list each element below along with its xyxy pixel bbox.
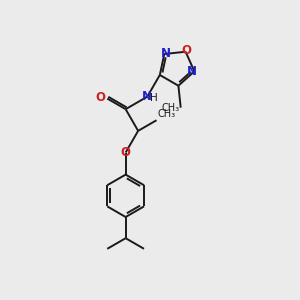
Text: N: N (142, 90, 152, 103)
Text: N: N (187, 65, 197, 78)
Text: N: N (161, 47, 171, 61)
Text: H: H (150, 93, 158, 103)
Text: O: O (120, 146, 130, 159)
Text: O: O (95, 92, 105, 104)
Text: CH₃: CH₃ (161, 103, 179, 113)
Text: O: O (182, 44, 191, 57)
Text: CH₃: CH₃ (158, 109, 176, 119)
